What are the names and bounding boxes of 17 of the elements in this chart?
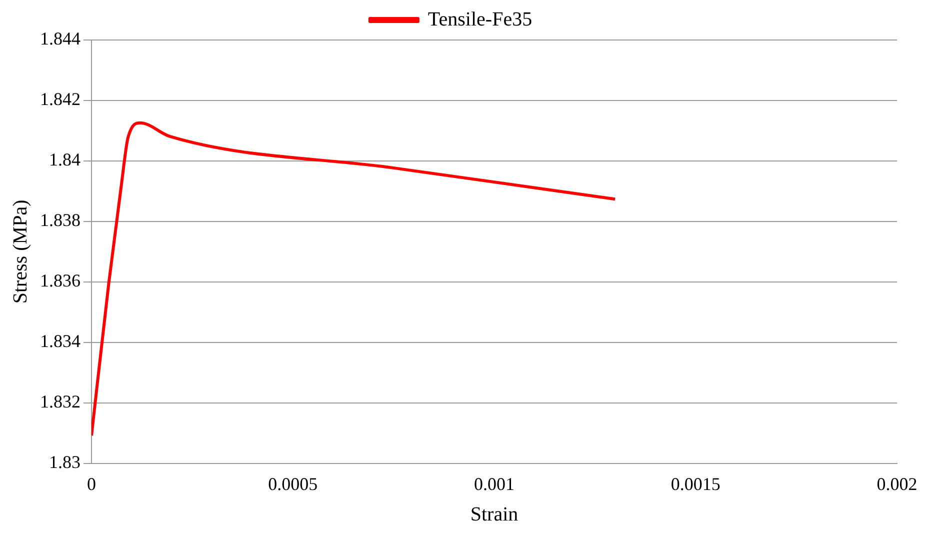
y-tick-label: 1.832 xyxy=(40,392,80,412)
y-tick-label: 1.836 xyxy=(40,270,80,291)
line-series xyxy=(92,121,617,438)
y-axis-title: Stress (MPa) xyxy=(9,200,32,304)
y-tick-label: 1.844 xyxy=(40,28,80,49)
y-tick-label: 1.84 xyxy=(49,150,80,170)
y-tick-label: 1.83 xyxy=(49,452,80,472)
x-tick-label: 0.0015 xyxy=(670,474,720,494)
x-axis-title: Strain xyxy=(470,503,518,526)
x-tick-label: 0 xyxy=(87,474,96,494)
x-tick-label: 0.001 xyxy=(474,474,514,494)
x-tick-label: 0.0005 xyxy=(268,474,318,494)
y-tick-label: 1.834 xyxy=(40,331,80,352)
y-tick-label: 1.842 xyxy=(40,89,80,110)
legend-label: Tensile-Fe35 xyxy=(428,8,532,30)
x-tick-label: 0.002 xyxy=(876,474,918,494)
y-tick-label: 1.838 xyxy=(40,210,80,230)
